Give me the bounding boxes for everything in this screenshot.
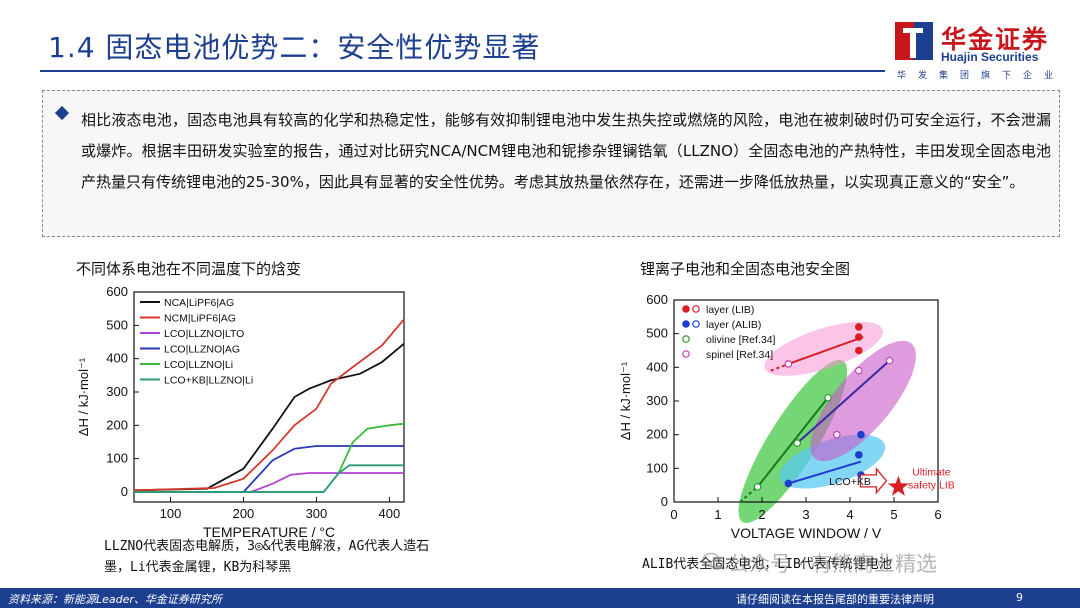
- ultimate-safety-star-icon: [887, 475, 909, 496]
- x-tick-label: 5: [890, 507, 897, 522]
- legend-marker-alt-0: [692, 305, 700, 313]
- logo-subtitle: 华发集团旗下企业: [897, 71, 1066, 81]
- summary-text: 相比液态电池，固态电池具有较高的化学和热稳定性，能够有效抑制锂电池中发生热失控或…: [81, 111, 1051, 191]
- legend-label-1: layer (ALIB): [706, 319, 761, 331]
- y-tick-label: 300: [106, 384, 128, 399]
- annotation-2: safety LIB: [908, 480, 955, 492]
- data-point-3-2: [855, 366, 863, 375]
- summary-box: 相比液态电池，固态电池具有较高的化学和热稳定性，能够有效抑制锂电池中发生热失控或…: [42, 90, 1060, 237]
- company-logo: 华金证券 Huajin Securities 华发集团旗下企业: [893, 20, 1063, 82]
- y-axis-label: ΔH / kJ·mol⁻¹: [618, 361, 633, 440]
- y-tick-label: 200: [106, 417, 128, 432]
- y-tick-label: 400: [106, 351, 128, 366]
- legend-marker-3: [682, 350, 690, 358]
- huajin-logo-icon: [895, 22, 933, 60]
- arrow-right-icon: [859, 467, 888, 495]
- diamond-bullet-icon: [54, 105, 70, 121]
- y-tick-label: 0: [661, 494, 668, 509]
- data-point-3-1: [885, 356, 894, 365]
- watermark-text: 公众号 · 有熊商业精选: [728, 552, 938, 576]
- data-point-2-0: [753, 483, 762, 491]
- legend-label-2: LCO|LLZNO|LTO: [164, 328, 244, 340]
- page-title: 1.4 固态电池优势二：安全性优势显著: [48, 31, 541, 64]
- alib-trend-line: [788, 460, 862, 485]
- legend-label-2: olivine [Ref.34]: [706, 334, 776, 346]
- legend-label-5: LCO+KB|LLZNO|Li: [164, 375, 253, 387]
- x-tick-label: 200: [233, 506, 255, 521]
- footer-legal-notice[interactable]: 请仔细阅读在本报告尾部的重要法律声明: [736, 593, 934, 606]
- data-point-2-1: [793, 439, 802, 447]
- y-tick-label: 100: [646, 460, 668, 475]
- olivine-trend-line: [756, 397, 829, 488]
- footer-source: 资料来源：新能源Leader、华金证券研究所: [8, 593, 222, 606]
- legend-label-0: layer (LIB): [706, 304, 754, 316]
- footer-bar: 资料来源：新能源Leader、华金证券研究所 请仔细阅读在本报告尾部的重要法律声…: [0, 588, 1080, 608]
- y-tick-label: 200: [646, 427, 668, 442]
- right-chart-caption: ALIB代表全固态电池，LIB代表传统锂电池: [642, 557, 892, 572]
- legend-marker-alt-1: [692, 320, 700, 328]
- y-tick-label: 400: [646, 359, 668, 374]
- spinel-trend-line: [796, 359, 891, 444]
- right-chart-heading: 锂离子电池和全固态电池安全图: [640, 260, 851, 278]
- series-line-0: [133, 343, 405, 492]
- x-tick-label: 3: [802, 507, 809, 522]
- x-tick-label: 2: [758, 507, 765, 522]
- olivine-extrapolation: [739, 486, 759, 503]
- y-tick-label: 0: [121, 484, 128, 499]
- lib-trend-line: [788, 336, 864, 365]
- data-point-3-3: [833, 430, 841, 439]
- y-tick-label: 600: [646, 292, 668, 307]
- logo-english-name: Huajin Securities: [941, 50, 1039, 64]
- data-point-0-2: [855, 333, 863, 341]
- data-point-1-0: [857, 430, 865, 439]
- safety-scatter-chart: 0 1 2 3 4 5 6 0 100 200 300 400 500 600 VOLTAGE WINDOW…: [618, 292, 955, 541]
- title-divider: [40, 70, 885, 72]
- y-axis-label: ΔH / kJ·mol⁻¹: [76, 357, 91, 436]
- y-tick-label: 300: [646, 393, 668, 408]
- y-tick-label: 500: [106, 317, 128, 332]
- x-tick-label: 4: [846, 507, 853, 522]
- left-chart-caption: LLZNO代表固态电解质，3◎&代表电解液，AG代表人造石墨，Li代表金属锂，K…: [104, 539, 430, 575]
- alib-region: [779, 434, 886, 489]
- x-tick-label: 0: [670, 507, 677, 522]
- data-point-1-1: [855, 451, 863, 459]
- x-tick-label: 100: [160, 506, 182, 521]
- legend-label-3: LCO|LLZNO|AG: [164, 344, 240, 356]
- x-tick-label: 6: [934, 507, 941, 522]
- data-point-2-2: [824, 393, 832, 402]
- legend-label-4: LCO|LLZNO|Li: [164, 359, 233, 371]
- y-tick-label: 500: [646, 326, 668, 341]
- plot-frame: [133, 291, 405, 503]
- legend-marker-0: [682, 305, 690, 313]
- annotation-1: Ultimate: [912, 467, 951, 479]
- data-point-0-1: [855, 346, 863, 355]
- data-point-3-0: [784, 360, 793, 368]
- x-tick-label: 1: [714, 507, 721, 522]
- x-axis-label: TEMPERATURE / °C: [203, 524, 335, 540]
- legend-marker-2: [682, 335, 690, 343]
- series-line-1: [133, 318, 405, 492]
- wechat-watermark-icon: [702, 552, 724, 570]
- legend-label-3: spinel [Ref.34]: [706, 349, 773, 361]
- x-axis-label: VOLTAGE WINDOW / V: [731, 525, 882, 541]
- data-point-1-3: [784, 479, 793, 488]
- left-chart-heading: 不同体系电池在不同温度下的焓变: [76, 260, 302, 278]
- annotation-0: LCO+KB: [829, 476, 871, 488]
- legend-label-1: NCM|LiPF6|AG: [164, 313, 236, 325]
- y-tick-label: 600: [106, 284, 128, 299]
- logo-chinese-name: 华金证券: [941, 25, 1050, 54]
- series-line-5: [134, 464, 404, 493]
- x-tick-label: 400: [379, 506, 401, 521]
- enthalpy-line-chart: 100 200 300 400 0 100 200 300 400 500 600 TEMPERATU…: [76, 284, 405, 540]
- x-tick-label: 300: [306, 506, 328, 521]
- legend-marker-1: [682, 320, 690, 328]
- page-number: 9: [1016, 591, 1023, 604]
- data-point-0-0: [855, 323, 863, 331]
- y-tick-label: 100: [106, 451, 128, 466]
- legend-label-0: NCA|LiPF6|AG: [164, 297, 234, 309]
